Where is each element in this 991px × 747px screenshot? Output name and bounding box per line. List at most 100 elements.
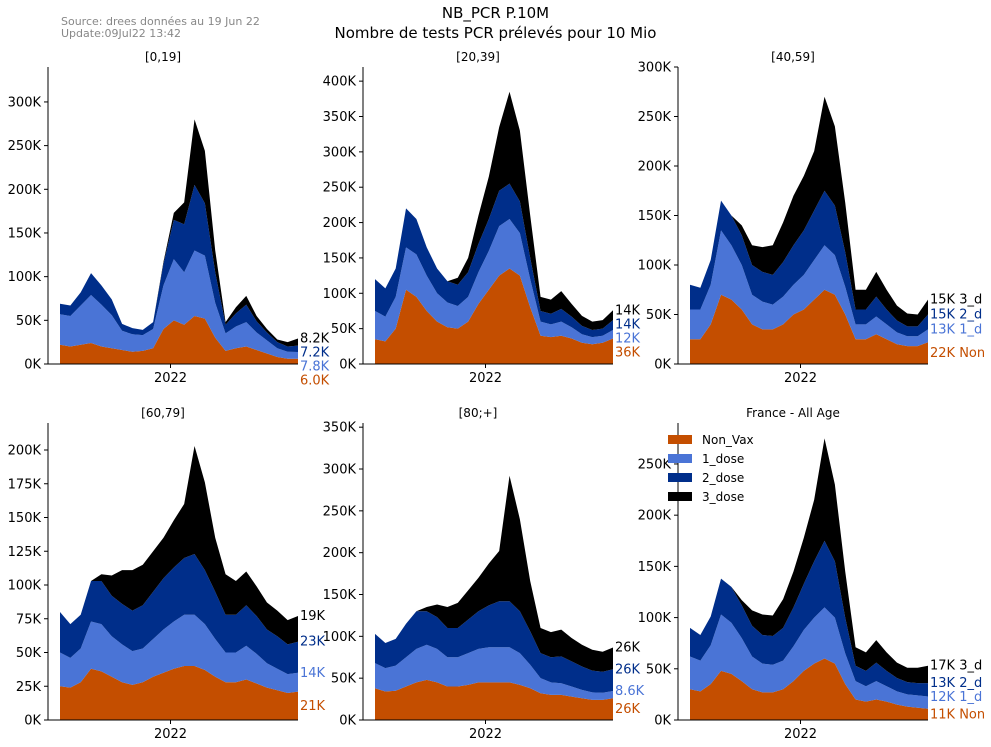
area-2-dose bbox=[690, 540, 928, 697]
y-tick-label: 350K bbox=[323, 110, 357, 125]
legend-label: 1_dose bbox=[702, 452, 744, 466]
y-tick-label: 100K bbox=[8, 579, 42, 594]
x-tick-label: 2022 bbox=[784, 371, 817, 386]
end-value-label: 8.6K bbox=[615, 684, 645, 699]
area-non-vax bbox=[690, 289, 928, 364]
panel-1: 0K 50K 100K 150K 200K 250K 300K 2022 [0,19] 8.2K 7… bbox=[8, 50, 330, 388]
end-value-label: 22K Non bbox=[930, 346, 985, 361]
end-value-label: 14K bbox=[300, 666, 326, 681]
panel-title: [20,39] bbox=[456, 50, 500, 64]
end-value-label: 6.0K bbox=[300, 373, 330, 388]
y-tick-label: 0K bbox=[654, 714, 671, 729]
area-1-dose bbox=[375, 219, 613, 345]
y-tick-label: 0K bbox=[24, 714, 41, 729]
y-tick-label: 75K bbox=[16, 612, 42, 627]
area-1-dose bbox=[690, 230, 928, 347]
y-tick-label: 150K bbox=[638, 560, 672, 575]
y-tick-label: 25K bbox=[16, 680, 42, 695]
end-value-label: 8.2K bbox=[300, 331, 330, 346]
figure-title: NB_PCR P.10M bbox=[441, 4, 550, 22]
x-tick-label: 2022 bbox=[469, 727, 502, 742]
end-value-label: 14K bbox=[615, 303, 641, 318]
y-tick-label: 50K bbox=[16, 314, 42, 329]
area-3-dose bbox=[375, 475, 613, 672]
y-tick-label: 100K bbox=[323, 630, 357, 645]
y-tick-label: 200K bbox=[323, 216, 357, 231]
legend-label: 3_dose bbox=[702, 490, 744, 504]
y-tick-label: 0K bbox=[654, 358, 671, 373]
y-tick-label: 250K bbox=[323, 181, 357, 196]
end-value-label: 19K bbox=[300, 609, 326, 624]
panel-title: [60,79] bbox=[141, 406, 185, 420]
y-tick-label: 200K bbox=[8, 183, 42, 198]
y-tick-label: 300K bbox=[323, 145, 357, 160]
end-value-label: 12K 1_d bbox=[930, 690, 982, 705]
end-value-label: 11K Non bbox=[930, 707, 985, 722]
y-tick-label: 200K bbox=[8, 444, 42, 459]
y-tick-label: 150K bbox=[8, 226, 42, 241]
legend-label: Non_Vax bbox=[702, 433, 754, 447]
area-non-vax bbox=[375, 679, 613, 720]
area-3-dose bbox=[60, 445, 298, 645]
area-2-dose bbox=[60, 553, 298, 675]
panel-title: France - All Age bbox=[746, 406, 840, 420]
y-tick-label: 350K bbox=[323, 421, 357, 436]
y-tick-label: 300K bbox=[638, 61, 672, 76]
end-value-label: 17K 3_d bbox=[930, 659, 982, 674]
y-tick-label: 250K bbox=[638, 110, 672, 125]
legend: Non_Vax 1_dose 2_dose 3_dose bbox=[668, 433, 754, 504]
panel-5: 0K 50K 100K 150K 200K 250K 300K 350K 2022 [80;+] 2… bbox=[323, 406, 645, 742]
y-tick-label: 125K bbox=[8, 545, 42, 560]
y-tick-label: 400K bbox=[323, 75, 357, 90]
y-tick-label: 200K bbox=[638, 160, 672, 175]
legend-swatch bbox=[668, 492, 692, 501]
legend-swatch bbox=[668, 454, 692, 463]
update-note: Update:09Jul22 13:42 bbox=[61, 27, 182, 40]
panel-6: 0K 50K 100K 150K 200K 250K 2022 France - All Ag… bbox=[638, 406, 985, 742]
y-tick-label: 150K bbox=[638, 209, 672, 224]
area-1-dose bbox=[690, 607, 928, 709]
panel-title: [0,19] bbox=[145, 50, 181, 64]
y-tick-label: 100K bbox=[323, 287, 357, 302]
y-tick-label: 250K bbox=[638, 457, 672, 472]
area-1-dose bbox=[60, 614, 298, 693]
y-tick-label: 50K bbox=[646, 308, 672, 323]
y-tick-label: 150K bbox=[323, 588, 357, 603]
area-non-vax bbox=[60, 315, 298, 364]
legend-swatch bbox=[668, 435, 692, 444]
end-value-label: 26K bbox=[615, 702, 641, 717]
x-tick-label: 2022 bbox=[154, 371, 187, 386]
end-value-label: 14K bbox=[615, 317, 641, 332]
end-value-label: 15K 2_d bbox=[930, 308, 982, 323]
panel-4: 0K 25K 50K 75K 100K 125K 150K 175K 200K 2022 [60,7… bbox=[8, 406, 326, 742]
end-value-label: 7.8K bbox=[300, 359, 330, 374]
x-tick-label: 2022 bbox=[154, 727, 187, 742]
area-1-dose bbox=[60, 250, 298, 359]
end-value-label: 21K bbox=[300, 699, 326, 714]
y-tick-label: 0K bbox=[339, 714, 356, 729]
area-3-dose bbox=[690, 438, 928, 684]
area-3-dose bbox=[690, 96, 928, 327]
y-tick-label: 200K bbox=[323, 546, 357, 561]
y-tick-label: 200K bbox=[638, 509, 672, 524]
y-tick-label: 300K bbox=[8, 95, 42, 110]
panel-title: [40,59] bbox=[771, 50, 815, 64]
y-tick-label: 150K bbox=[323, 251, 357, 266]
panel-title: [80;+] bbox=[459, 406, 498, 420]
panel-3: 0K 50K 100K 150K 200K 250K 300K 2022 [40,59] 15K … bbox=[638, 50, 985, 386]
panel-2: 0K 50K 100K 150K 200K 250K 300K 350K 400K 2022 [20… bbox=[323, 50, 641, 386]
area-non-vax bbox=[60, 666, 298, 720]
y-tick-label: 100K bbox=[8, 270, 42, 285]
end-value-label: 13K 2_d bbox=[930, 676, 982, 691]
y-tick-label: 300K bbox=[323, 463, 357, 478]
end-value-label: 36K bbox=[615, 345, 641, 360]
y-tick-label: 50K bbox=[331, 322, 357, 337]
y-tick-label: 50K bbox=[331, 672, 357, 687]
y-tick-label: 250K bbox=[8, 139, 42, 154]
end-value-label: 12K bbox=[615, 331, 641, 346]
y-tick-label: 0K bbox=[24, 358, 41, 373]
end-value-label: 13K 1_d bbox=[930, 322, 982, 337]
legend-swatch bbox=[668, 473, 692, 482]
figure-subtitle: Nombre de tests PCR prélevés pour 10 Mio bbox=[334, 24, 657, 42]
